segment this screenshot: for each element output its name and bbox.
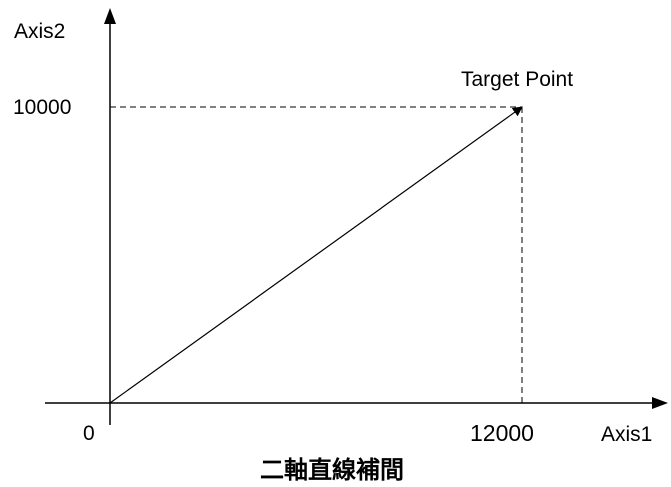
y-axis-arrow <box>104 8 116 24</box>
target-point-label: Target Point <box>461 68 573 91</box>
diagram-caption: 二軸直線補間 <box>260 456 404 484</box>
x-target-tick-label: 12000 <box>470 420 534 446</box>
x-axis-arrow <box>652 397 668 409</box>
y-target-tick-label: 10000 <box>13 96 71 119</box>
y-axis-label: Axis2 <box>14 20 65 43</box>
x-axis-label: Axis1 <box>601 423 652 446</box>
origin-label: 0 <box>83 422 95 445</box>
interpolation-path <box>109 106 523 404</box>
